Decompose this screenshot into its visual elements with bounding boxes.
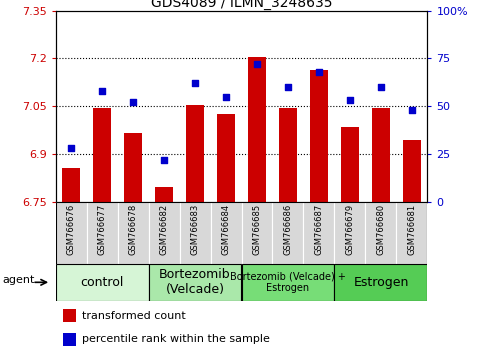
Bar — [56, 264, 149, 301]
Bar — [149, 264, 242, 301]
Bar — [242, 202, 272, 264]
Text: GSM766677: GSM766677 — [98, 204, 107, 255]
Bar — [272, 202, 303, 264]
Bar — [341, 127, 359, 202]
Text: GSM766686: GSM766686 — [284, 204, 293, 255]
Text: agent: agent — [3, 275, 35, 285]
Bar — [86, 202, 117, 264]
Bar — [180, 202, 211, 264]
Bar — [117, 202, 149, 264]
Point — [67, 145, 75, 151]
Text: GSM766678: GSM766678 — [128, 204, 138, 255]
Bar — [62, 169, 80, 202]
Bar — [217, 114, 235, 202]
Point — [98, 88, 106, 94]
Text: GSM766682: GSM766682 — [159, 204, 169, 255]
Text: Bortezomib (Velcade) +
Estrogen: Bortezomib (Velcade) + Estrogen — [230, 272, 346, 293]
Bar — [403, 140, 421, 202]
Text: GSM766676: GSM766676 — [67, 204, 75, 255]
Text: Bortezomib
(Velcade): Bortezomib (Velcade) — [159, 268, 231, 296]
Bar — [63, 333, 76, 346]
Point — [222, 94, 230, 99]
Bar — [366, 202, 397, 264]
Bar — [124, 133, 142, 202]
Point — [377, 84, 385, 90]
Bar — [186, 105, 204, 202]
Bar — [56, 202, 86, 264]
Bar — [334, 202, 366, 264]
Text: GSM766681: GSM766681 — [408, 204, 416, 255]
Text: GSM766685: GSM766685 — [253, 204, 261, 255]
Point — [408, 107, 416, 113]
Point — [315, 69, 323, 75]
Bar — [310, 70, 328, 202]
Point — [191, 80, 199, 86]
Bar — [149, 202, 180, 264]
Point — [253, 61, 261, 67]
Bar — [242, 264, 334, 301]
Text: GSM766680: GSM766680 — [376, 204, 385, 255]
Bar — [303, 202, 334, 264]
Text: control: control — [80, 276, 124, 289]
Point — [284, 84, 292, 90]
Bar — [211, 202, 242, 264]
Point — [129, 99, 137, 105]
Text: GSM766687: GSM766687 — [314, 204, 324, 255]
Text: transformed count: transformed count — [82, 310, 185, 320]
Bar — [63, 309, 76, 322]
Point — [160, 157, 168, 162]
Text: GSM766679: GSM766679 — [345, 204, 355, 255]
Bar — [334, 264, 427, 301]
Bar — [248, 57, 266, 202]
Text: GSM766683: GSM766683 — [190, 204, 199, 255]
Title: GDS4089 / ILMN_3248635: GDS4089 / ILMN_3248635 — [151, 0, 332, 10]
Point — [346, 98, 354, 103]
Bar — [372, 108, 390, 202]
Text: percentile rank within the sample: percentile rank within the sample — [82, 335, 270, 344]
Text: Estrogen: Estrogen — [353, 276, 409, 289]
Bar — [397, 202, 427, 264]
Bar — [93, 108, 112, 202]
Bar — [279, 108, 297, 202]
Bar — [155, 188, 173, 202]
Text: GSM766684: GSM766684 — [222, 204, 230, 255]
